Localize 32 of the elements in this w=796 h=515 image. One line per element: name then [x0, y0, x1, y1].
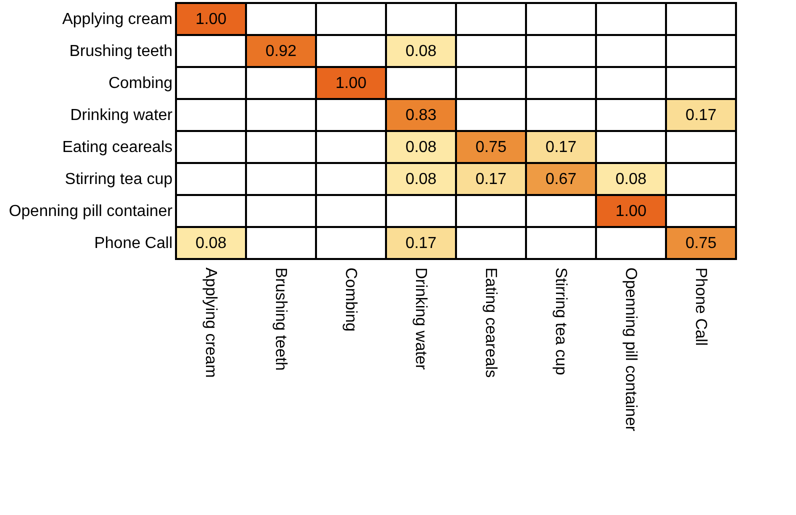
data-label: 0.75	[685, 235, 717, 252]
data-label: 0.17	[685, 107, 717, 124]
data-label: 0.08	[405, 139, 437, 156]
x-tick-label: Openning pill container	[622, 268, 639, 432]
y-tick-label: Stirring tea cup	[64, 171, 173, 188]
x-tick-label: Drinking water	[412, 268, 429, 370]
data-label: 0.08	[195, 235, 227, 252]
data-label: 0.17	[545, 139, 577, 156]
data-label: 1.00	[615, 203, 647, 220]
data-label: 1.00	[195, 11, 227, 28]
x-tick-label: Eating ceareals	[482, 268, 499, 378]
x-tick-label: Phone Call	[692, 268, 709, 346]
x-tick-label: Stirring tea cup	[552, 268, 569, 376]
data-label: 0.08	[405, 171, 437, 188]
data-label: 0.08	[405, 43, 437, 60]
data-label: 0.75	[475, 139, 507, 156]
data-label: 0.83	[405, 107, 437, 124]
y-tick-label: Brushing teeth	[69, 43, 172, 60]
y-tick-label: Phone Call	[94, 235, 172, 252]
x-tick-label: Combing	[342, 268, 359, 332]
data-label: 1.00	[335, 75, 367, 92]
x-tick-label: Brushing teeth	[272, 268, 289, 371]
y-tick-label: Applying cream	[62, 11, 172, 28]
y-tick-label: Openning pill container	[8, 203, 174, 220]
data-label: 0.67	[545, 171, 577, 188]
data-label: 0.08	[615, 171, 647, 188]
data-label: 0.92	[265, 43, 297, 60]
data-label: 0.17	[475, 171, 507, 188]
y-tick-label: Eating ceareals	[62, 139, 172, 156]
y-tick-label: Drinking water	[70, 107, 174, 124]
y-tick-label: Combing	[108, 75, 172, 92]
data-label: 0.17	[405, 235, 437, 252]
